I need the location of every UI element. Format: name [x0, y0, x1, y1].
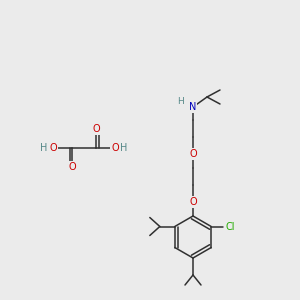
- Text: N: N: [189, 102, 197, 112]
- Text: Cl: Cl: [225, 221, 235, 232]
- Text: H: H: [120, 143, 128, 153]
- Text: O: O: [189, 197, 197, 207]
- Text: O: O: [189, 149, 197, 159]
- Text: O: O: [49, 143, 57, 153]
- Text: O: O: [111, 143, 119, 153]
- Text: O: O: [68, 162, 76, 172]
- Text: H: H: [40, 143, 48, 153]
- Text: H: H: [177, 98, 183, 106]
- Text: O: O: [92, 124, 100, 134]
